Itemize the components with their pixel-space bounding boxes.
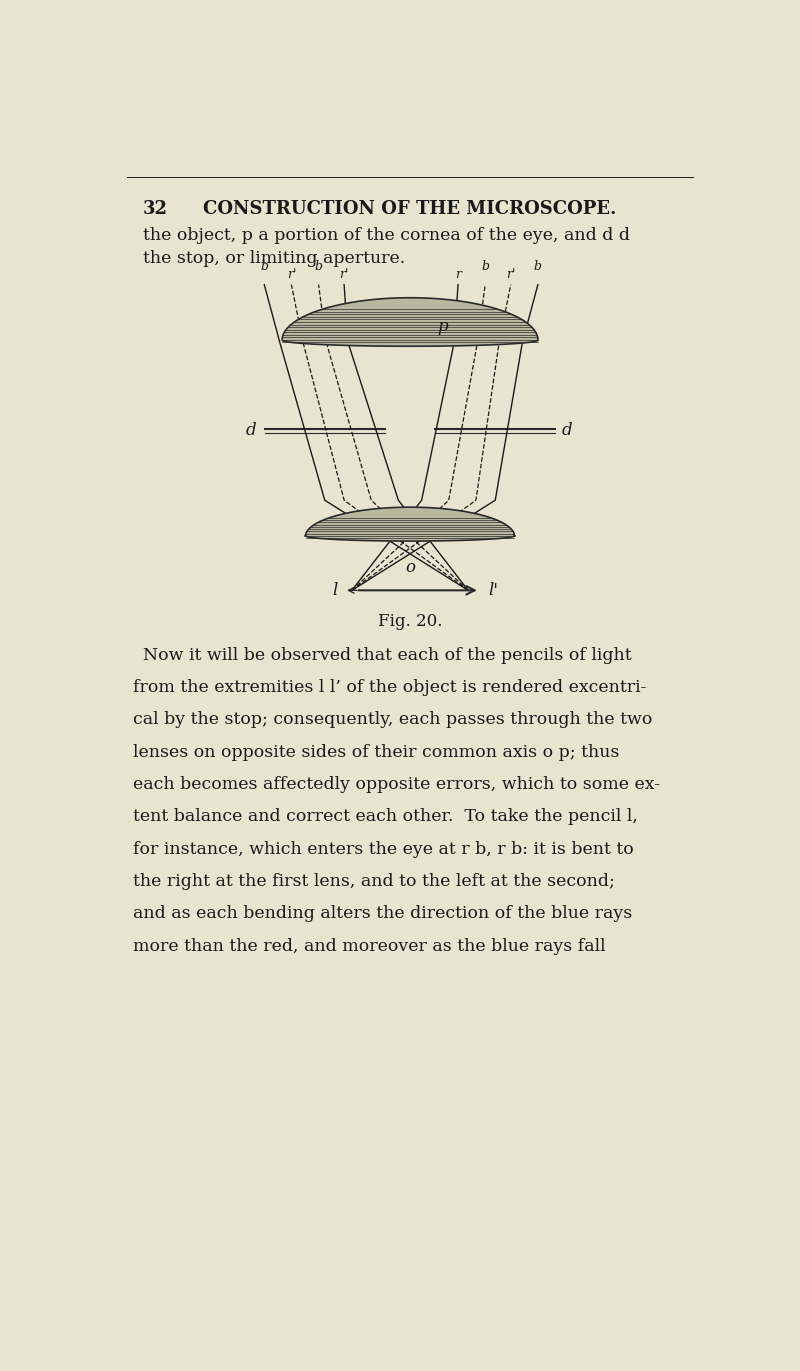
- Text: r': r': [286, 267, 296, 281]
- Text: b: b: [314, 260, 322, 273]
- Text: for instance, which enters the eye at r b, r b: it is bent to: for instance, which enters the eye at r …: [133, 840, 634, 858]
- Text: r: r: [455, 267, 461, 281]
- Text: b: b: [481, 260, 489, 273]
- Text: tent balance and correct each other.  To take the pencil l,: tent balance and correct each other. To …: [133, 809, 638, 825]
- Text: and as each bending alters the direction of the blue rays: and as each bending alters the direction…: [133, 905, 632, 923]
- Text: b: b: [260, 260, 268, 273]
- Text: more than the red, and moreover as the blue rays fall: more than the red, and moreover as the b…: [133, 938, 605, 954]
- Text: o: o: [405, 559, 415, 576]
- Text: lenses on opposite sides of their common axis o p; thus: lenses on opposite sides of their common…: [133, 743, 619, 761]
- Text: b: b: [534, 260, 542, 273]
- Text: Now it will be observed that each of the pencils of light: Now it will be observed that each of the…: [142, 647, 631, 664]
- Text: the stop, or limiting aperture.: the stop, or limiting aperture.: [142, 250, 405, 267]
- Text: Fig. 20.: Fig. 20.: [378, 613, 442, 631]
- Text: each becomes affectedly opposite errors, which to some ex-: each becomes affectedly opposite errors,…: [133, 776, 660, 792]
- Text: r': r': [506, 267, 515, 281]
- Text: d: d: [562, 422, 572, 440]
- Text: r': r': [339, 267, 349, 281]
- Polygon shape: [282, 298, 538, 347]
- Text: the object, p a portion of the cornea of the eye, and d d: the object, p a portion of the cornea of…: [142, 226, 630, 244]
- Text: p: p: [437, 318, 448, 335]
- Text: d: d: [246, 422, 257, 440]
- Text: 32: 32: [142, 200, 168, 218]
- Text: from the extremities l l’ of the object is rendered excentri-: from the extremities l l’ of the object …: [133, 679, 646, 696]
- Text: l': l': [488, 581, 498, 599]
- Text: CONSTRUCTION OF THE MICROSCOPE.: CONSTRUCTION OF THE MICROSCOPE.: [203, 200, 617, 218]
- Polygon shape: [306, 507, 514, 542]
- Text: the right at the first lens, and to the left at the second;: the right at the first lens, and to the …: [133, 873, 614, 890]
- Text: cal by the stop; consequently, each passes through the two: cal by the stop; consequently, each pass…: [133, 712, 652, 728]
- Text: l: l: [332, 581, 338, 599]
